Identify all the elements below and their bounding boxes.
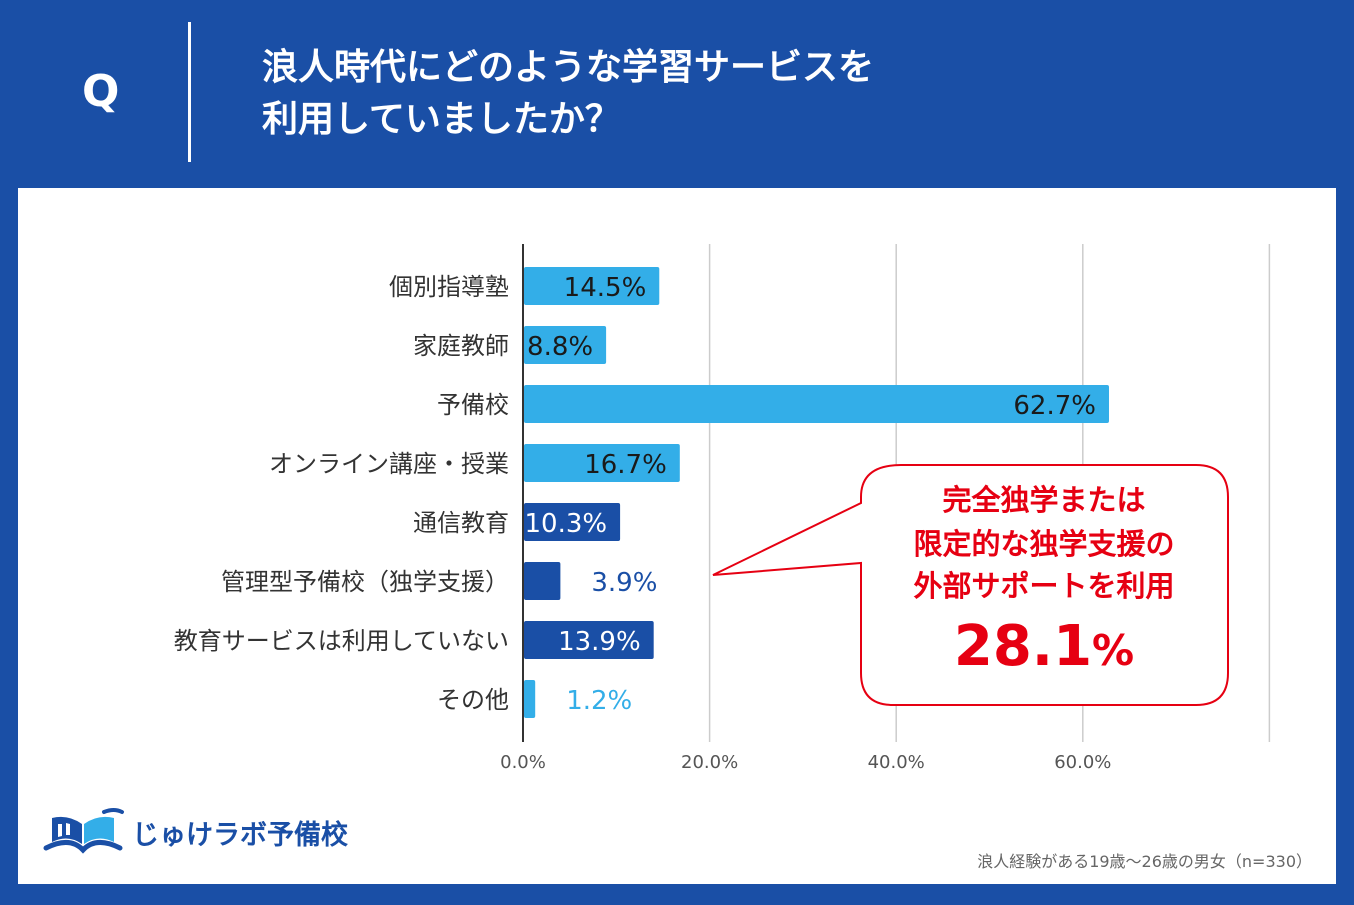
value-label-4: 10.3% (524, 509, 607, 539)
bar-2 (524, 385, 1109, 423)
category-label-2: 予備校 (437, 391, 509, 419)
callout-bubble: 完全独学または 限定的な独学支援の 外部サポートを利用 28.1% (712, 464, 1229, 706)
callout-percent: % (1092, 626, 1134, 675)
bar-3 (524, 444, 680, 482)
category-label-6: 教育サービスは利用していない (174, 627, 509, 655)
value-label-6: 13.9% (558, 627, 641, 657)
bar-1 (524, 326, 607, 364)
value-label-3: 16.7% (584, 450, 667, 480)
logo-text: じゅけラボ予備校 (132, 819, 348, 851)
callout-line-2: 限定的な独学支援の (913, 527, 1174, 561)
category-label-7: その他 (437, 686, 509, 714)
category-label-5: 管理型予備校（独学支援） (221, 568, 509, 596)
x-tick-label-0: 0.0% (500, 752, 546, 773)
value-label-7: 1.2% (566, 686, 632, 716)
question-marker: Q (82, 66, 120, 117)
label-layer: 0.0% 20.0% 40.0% 60.0% 個別指導塾 14.5% 家庭教師 8.8% 予備校… (174, 273, 1112, 773)
category-label-3: オンライン講座・授業 (269, 450, 509, 478)
brand-logo: じゅけラボ予備校 (40, 806, 348, 858)
book-logo-icon (43, 808, 124, 854)
value-label-1: 8.8% (527, 332, 593, 362)
x-tick-label-3: 60.0% (1054, 752, 1111, 773)
callout-big-number: 28.1 (954, 614, 1092, 679)
category-label-4: 通信教育 (413, 509, 509, 537)
chart-panel: 0.0% 20.0% 40.0% 60.0% 個別指導塾 14.5% 家庭教師 8.8% 予備校… (18, 188, 1336, 884)
value-label-2: 62.7% (1013, 391, 1096, 421)
bar-0 (524, 267, 660, 305)
value-label-0: 14.5% (564, 273, 647, 303)
bar-7 (524, 680, 536, 718)
callout-line-1: 完全独学または (942, 483, 1145, 517)
question-line-1: 浪人時代にどのような学習サービスを (262, 47, 875, 88)
sample-footnote: 浪人経験がある19歳～26歳の男女（n=330） (977, 852, 1312, 871)
bar-5 (524, 562, 561, 600)
header-divider (188, 22, 191, 162)
x-tick-label-2: 40.0% (868, 752, 925, 773)
category-label-1: 家庭教師 (413, 332, 509, 360)
category-label-0: 個別指導塾 (389, 273, 509, 301)
question-line-2: 利用していましたか？ (262, 99, 621, 140)
callout-line-3: 外部サポートを利用 (913, 569, 1174, 603)
question-title: 浪人時代にどのような学習サービスを 利用していましたか？ (262, 42, 874, 146)
bar-6 (524, 621, 654, 659)
x-tick-label-1: 20.0% (681, 752, 738, 773)
bar-layer (524, 267, 1109, 718)
callout-shape (712, 464, 1229, 706)
value-label-5: 3.9% (591, 568, 657, 598)
bar-4 (524, 503, 621, 541)
callout-value: 28.1% (954, 614, 1134, 679)
bar-chart: 0.0% 20.0% 40.0% 60.0% 個別指導塾 14.5% 家庭教師 8.8% 予備校… (174, 244, 1271, 773)
